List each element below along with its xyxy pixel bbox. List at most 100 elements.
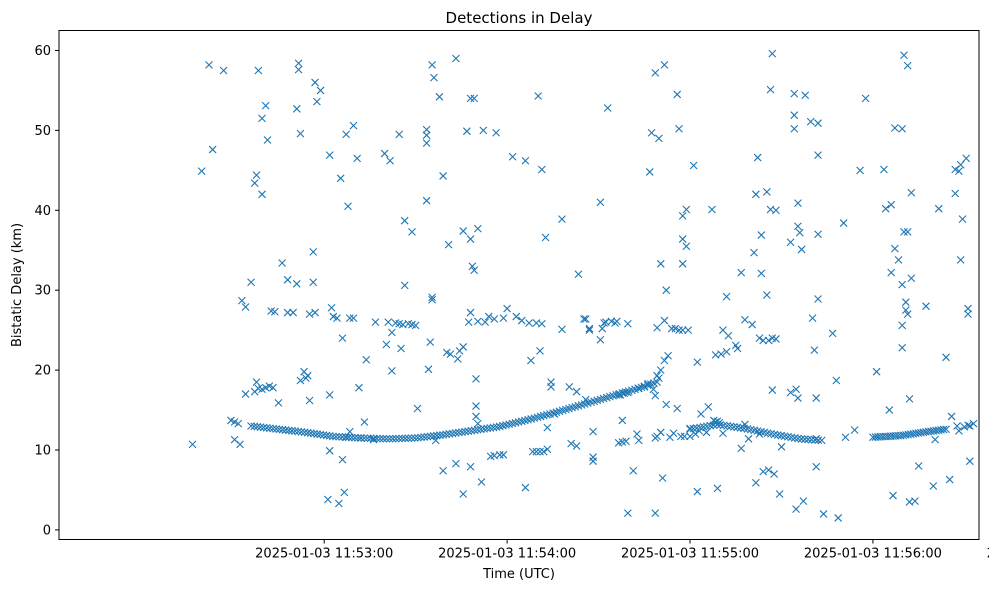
data-point <box>900 51 908 60</box>
data-point <box>484 312 493 321</box>
data-point <box>517 417 526 426</box>
data-point <box>686 432 694 441</box>
data-point <box>325 446 334 455</box>
data-point <box>534 92 543 100</box>
data-point <box>585 324 594 333</box>
y-tick-label: 10 <box>34 444 51 459</box>
data-point <box>850 426 859 434</box>
data-point <box>574 270 583 279</box>
data-point <box>660 60 669 69</box>
data-point <box>294 65 303 74</box>
data-point <box>596 335 605 344</box>
data-point <box>969 419 978 428</box>
data-point <box>197 167 206 176</box>
data-point <box>284 426 293 435</box>
data-point <box>942 425 950 434</box>
data-point <box>259 423 268 432</box>
data-point <box>395 130 404 139</box>
data-point <box>596 198 605 207</box>
data-point <box>398 434 407 443</box>
data-point <box>890 244 899 253</box>
data-point <box>660 316 669 325</box>
data-point <box>662 286 671 295</box>
data-point <box>704 402 713 411</box>
data-point <box>722 292 731 301</box>
data-point <box>382 340 391 349</box>
data-point <box>444 240 453 249</box>
data-point <box>247 422 255 430</box>
data-point <box>489 423 498 432</box>
data-point <box>357 434 366 442</box>
data-point <box>311 308 319 317</box>
data-point <box>479 126 488 135</box>
x-tick-label: 2025-01-03 11:53:00 <box>255 547 393 562</box>
data-point <box>428 293 437 302</box>
data-point <box>387 367 396 375</box>
data-point <box>238 296 246 305</box>
data-point <box>291 427 300 436</box>
data-point <box>309 247 318 256</box>
data-point <box>413 433 422 442</box>
data-point <box>508 419 517 428</box>
data-point <box>543 423 552 432</box>
data-point <box>281 426 290 434</box>
data-point <box>428 295 437 304</box>
data-point <box>717 350 725 359</box>
data-point <box>737 268 746 277</box>
data-point <box>208 145 217 154</box>
data-point <box>905 394 914 403</box>
data-point <box>384 318 393 327</box>
data-point <box>325 390 334 399</box>
data-point <box>278 425 287 434</box>
data-point <box>719 421 728 430</box>
data-point <box>379 434 388 443</box>
data-point <box>188 440 197 449</box>
data-point <box>633 430 641 438</box>
data-point <box>355 383 363 392</box>
data-point <box>362 355 371 364</box>
y-axis-title: Bistatic Delay (km) <box>10 223 25 347</box>
data-point <box>768 49 777 58</box>
data-point <box>536 347 544 355</box>
data-point <box>653 323 661 332</box>
data-point <box>603 104 612 112</box>
data-point <box>371 318 380 327</box>
data-point <box>407 434 416 443</box>
data-point <box>537 165 546 174</box>
data-point <box>656 366 665 374</box>
data-point <box>658 474 667 482</box>
data-point <box>250 422 259 431</box>
data-point <box>439 172 447 180</box>
data-point <box>294 59 303 68</box>
data-point <box>598 324 607 333</box>
data-point <box>645 168 654 176</box>
data-point <box>889 491 897 500</box>
data-point <box>349 314 358 323</box>
data-point <box>794 394 802 402</box>
data-point <box>311 78 319 87</box>
data-point <box>512 312 521 321</box>
data-point <box>682 205 691 214</box>
data-point <box>241 390 250 398</box>
data-point <box>964 310 972 319</box>
data-point <box>790 89 799 98</box>
data-point <box>347 433 356 442</box>
data-point <box>452 54 460 63</box>
y-axis: 0 10 20 30 40 50 60 <box>34 44 59 538</box>
data-point <box>675 326 683 335</box>
data-point <box>313 430 322 438</box>
data-point <box>338 455 347 464</box>
data-point <box>316 430 325 439</box>
data-point <box>310 429 318 438</box>
data-point <box>473 419 482 428</box>
data-point <box>766 85 775 94</box>
data-point <box>353 154 362 163</box>
data-point <box>807 435 816 444</box>
data-point <box>800 435 809 444</box>
chart-title: Detections in Delay <box>446 9 593 27</box>
data-point <box>819 510 828 518</box>
data-point <box>446 350 455 359</box>
data-point <box>786 388 795 397</box>
data-point <box>435 92 444 101</box>
data-point <box>903 310 912 319</box>
